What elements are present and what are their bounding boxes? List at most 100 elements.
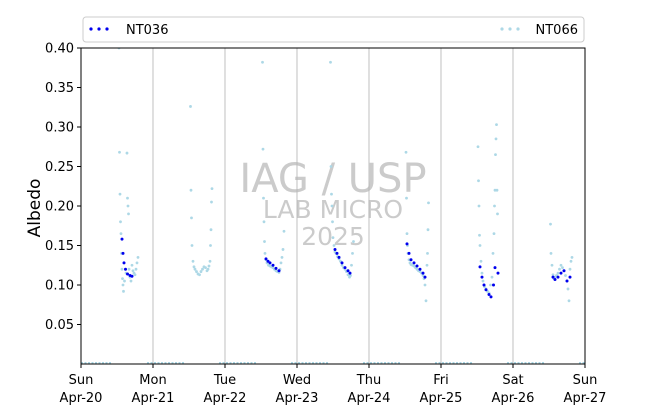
data-point-nt066 [494, 137, 498, 141]
watermark-line-1: IAG / USP [239, 156, 426, 202]
data-point-nt036 [266, 259, 270, 263]
data-point-nt066 [121, 283, 125, 287]
series-nt036 [120, 237, 572, 299]
data-point-nt066 [206, 267, 210, 271]
legend-marker-nt066 [500, 27, 520, 31]
data-point-nt066 [551, 273, 555, 277]
data-point-nt066 [135, 261, 139, 265]
legend-label-nt066: NT066 [536, 23, 578, 38]
data-point-nt066 [190, 216, 193, 220]
y-tick-label: 0.05 [45, 318, 74, 333]
data-point-nt066 [331, 220, 334, 224]
data-point-nt066 [350, 263, 353, 267]
data-point-nt066 [424, 299, 428, 303]
data-point-nt066 [192, 265, 196, 269]
data-point-nt066 [118, 150, 121, 154]
legend-marker-dot [97, 27, 101, 31]
data-point-nt036 [496, 271, 500, 275]
x-tick-label-day: Sun [69, 373, 94, 388]
data-point-nt066 [556, 271, 560, 275]
data-point-nt066 [494, 153, 497, 157]
data-point-nt036 [489, 295, 493, 299]
data-point-nt066 [493, 188, 497, 192]
data-point-nt066 [209, 244, 212, 247]
x-tick-label-day: Sun [573, 373, 598, 388]
x-tick-label-day: Sat [502, 373, 523, 388]
data-point-nt066 [133, 273, 137, 277]
y-axis: 0.05 0.10 0.15 0.20 0.25 0.30 0.35 0.40 [45, 42, 81, 333]
legend-label-nt036: NT036 [126, 23, 168, 38]
data-point-nt036 [551, 275, 555, 279]
legend-marker-dot [516, 27, 520, 31]
data-point-nt066 [405, 232, 409, 236]
y-tick-label: 0.35 [45, 81, 74, 96]
data-point-nt036 [493, 266, 497, 270]
data-point-nt066 [208, 259, 212, 263]
data-point-nt066 [210, 200, 213, 204]
data-point-nt066 [490, 275, 494, 279]
data-point-nt066 [477, 204, 481, 208]
data-point-nt066 [127, 267, 131, 271]
data-point-nt036 [343, 266, 347, 270]
data-point-nt036 [492, 283, 495, 287]
data-point-nt036 [264, 257, 268, 261]
data-point-nt066 [207, 264, 211, 268]
watermark: IAG / USP LAB MICRO 2025 [239, 156, 426, 251]
data-point-nt036 [130, 274, 134, 278]
series-nt066 [117, 48, 574, 303]
data-point-nt036 [340, 261, 344, 265]
data-point-nt066 [352, 240, 355, 243]
legend-marker-dot [500, 27, 504, 31]
data-point-nt036 [562, 269, 566, 273]
y-tick-label: 0.20 [45, 200, 74, 215]
data-point-nt036 [418, 267, 422, 271]
data-point-nt036 [333, 247, 337, 251]
data-point-nt066 [262, 220, 266, 224]
data-point-nt066 [423, 283, 427, 287]
data-point-nt066 [549, 252, 553, 255]
data-point-nt066 [263, 240, 266, 243]
data-point-nt066 [561, 266, 564, 270]
data-point-nt066 [570, 255, 574, 259]
data-point-nt066 [495, 188, 499, 192]
data-point-nt066 [204, 266, 207, 270]
data-point-nt066 [332, 244, 336, 247]
data-point-nt066 [280, 255, 284, 259]
x-tick-label-day: Wed [283, 373, 311, 388]
data-point-nt036 [553, 277, 557, 281]
x-tick-label-date: Apr-24 [348, 391, 391, 406]
legend-marker-dot [89, 27, 93, 31]
data-point-nt066 [130, 263, 134, 267]
data-point-nt036 [421, 271, 425, 275]
data-point-nt066 [426, 252, 429, 255]
data-point-nt066 [478, 244, 482, 247]
legend-box [82, 16, 585, 43]
data-point-nt066 [496, 212, 499, 216]
data-point-nt066 [209, 228, 213, 232]
data-point-nt036 [348, 271, 352, 275]
data-point-nt036 [120, 237, 124, 241]
data-point-nt066 [199, 270, 203, 273]
data-point-nt036 [407, 251, 411, 255]
data-point-nt066 [330, 192, 333, 196]
data-point-nt066 [127, 212, 130, 216]
data-point-nt066 [568, 267, 572, 271]
data-point-nt066 [329, 165, 333, 168]
x-tick-label-day: Thu [356, 373, 381, 388]
data-point-nt066 [121, 277, 124, 281]
data-point-nt066 [491, 252, 495, 255]
data-point-nt066 [191, 259, 195, 263]
data-point-nt066 [476, 145, 480, 149]
x-tick-label-date: Apr-27 [564, 391, 607, 406]
data-point-nt066 [281, 248, 285, 251]
x-tick-label-date: Apr-20 [60, 391, 103, 406]
data-point-nt036 [124, 267, 127, 271]
y-tick-label: 0.30 [45, 121, 74, 136]
data-point-nt066 [123, 279, 126, 283]
data-point-nt066 [261, 60, 264, 64]
data-point-nt066 [404, 150, 408, 154]
data-point-nt066 [126, 196, 129, 200]
data-point-nt066 [125, 151, 129, 155]
data-point-nt066 [262, 196, 265, 200]
